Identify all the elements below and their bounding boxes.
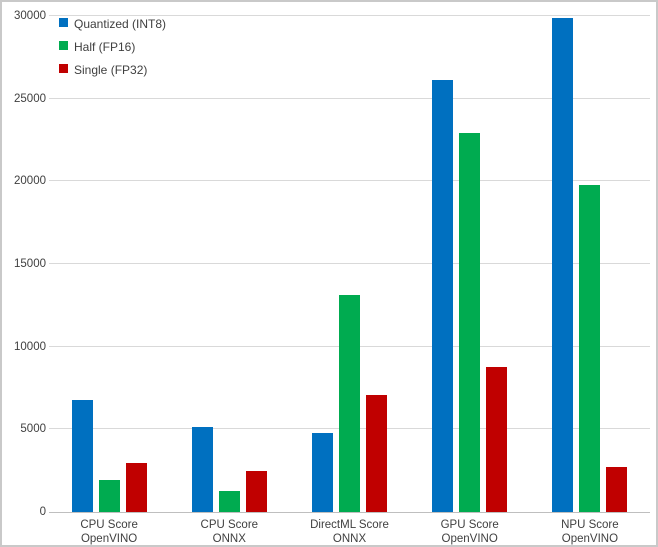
- legend-label: Half (FP16): [74, 40, 136, 54]
- plot-area: [49, 15, 650, 513]
- x-category-label-2: DirectML Score ONNX: [310, 518, 389, 545]
- gridline-25000: [49, 97, 650, 99]
- x-category-label-3: GPU Score OpenVINO: [440, 518, 499, 545]
- gridline-30000: [49, 15, 650, 16]
- x-axis-labels: CPU Score OpenVINO CPU Score ONNX DirectML S…: [49, 518, 650, 545]
- y-tick-label: 15000: [14, 258, 46, 270]
- y-tick-label: 30000: [14, 10, 46, 22]
- category-line2: ONNX: [212, 533, 246, 545]
- category-line2: ONNX: [332, 533, 367, 545]
- bar-half-fp16--0: [98, 480, 120, 512]
- bar-group-2: [312, 295, 387, 512]
- bar-quantized-int8--2: [312, 433, 333, 512]
- bar-quantized-int8--4: [552, 18, 574, 512]
- category-line1: NPU Score: [561, 519, 619, 531]
- y-tick-label: 10000: [14, 340, 46, 353]
- bar-half-fp16--3: [459, 133, 481, 512]
- x-category-label-0: CPU Score OpenVINO: [80, 518, 138, 545]
- bar-group-1: [191, 427, 267, 512]
- bar-single-fp32--4: [606, 467, 628, 512]
- legend-item-2: Single (FP32): [59, 63, 166, 77]
- bar-single-fp32--2: [366, 395, 387, 512]
- gridline-20000: [49, 180, 650, 182]
- y-tick-label: 0: [39, 506, 46, 518]
- y-tick-label: 25000: [14, 92, 46, 105]
- chart-legend: Quantized (INT8) Half (FP16) Single (FP32): [59, 17, 166, 77]
- bar-group-3: [432, 80, 508, 512]
- legend-swatch-icon: [59, 41, 68, 50]
- legend-label: Quantized (INT8): [74, 17, 167, 31]
- x-category-label-1: CPU Score ONNX: [200, 518, 259, 545]
- legend-item-1: Half (FP16): [59, 40, 166, 54]
- bar-half-fp16--4: [579, 185, 601, 512]
- bar-quantized-int8--3: [432, 80, 454, 512]
- bar-half-fp16--2: [339, 295, 360, 512]
- bar-single-fp32--0: [125, 463, 147, 512]
- x-axis-line: [49, 512, 650, 513]
- y-tick-label: 20000: [14, 175, 46, 188]
- bar-group-0: [71, 400, 147, 512]
- category-line2: OpenVINO: [441, 533, 498, 545]
- bar-quantized-int8--0: [71, 400, 93, 512]
- category-line2: OpenVINO: [561, 533, 619, 545]
- bar-half-fp16--1: [218, 491, 240, 512]
- bar-group-4: [552, 18, 628, 512]
- category-line1: DirectML Score: [310, 519, 389, 531]
- category-line1: CPU Score: [200, 519, 259, 531]
- legend-swatch-icon: [59, 18, 68, 27]
- category-line1: GPU Score: [440, 519, 499, 531]
- bar-single-fp32--3: [486, 367, 508, 512]
- bar-quantized-int8--1: [191, 427, 213, 512]
- legend-label: Single (FP32): [74, 63, 148, 77]
- y-tick-label: 5000: [20, 423, 46, 436]
- gridline-15000: [49, 263, 650, 264]
- x-category-label-4: NPU Score OpenVINO: [561, 518, 619, 545]
- bar-single-fp32--1: [245, 471, 267, 512]
- legend-swatch-icon: [59, 64, 68, 73]
- legend-item-0: Quantized (INT8): [59, 17, 166, 31]
- category-line2: OpenVINO: [80, 533, 138, 545]
- category-line1: CPU Score: [80, 519, 138, 531]
